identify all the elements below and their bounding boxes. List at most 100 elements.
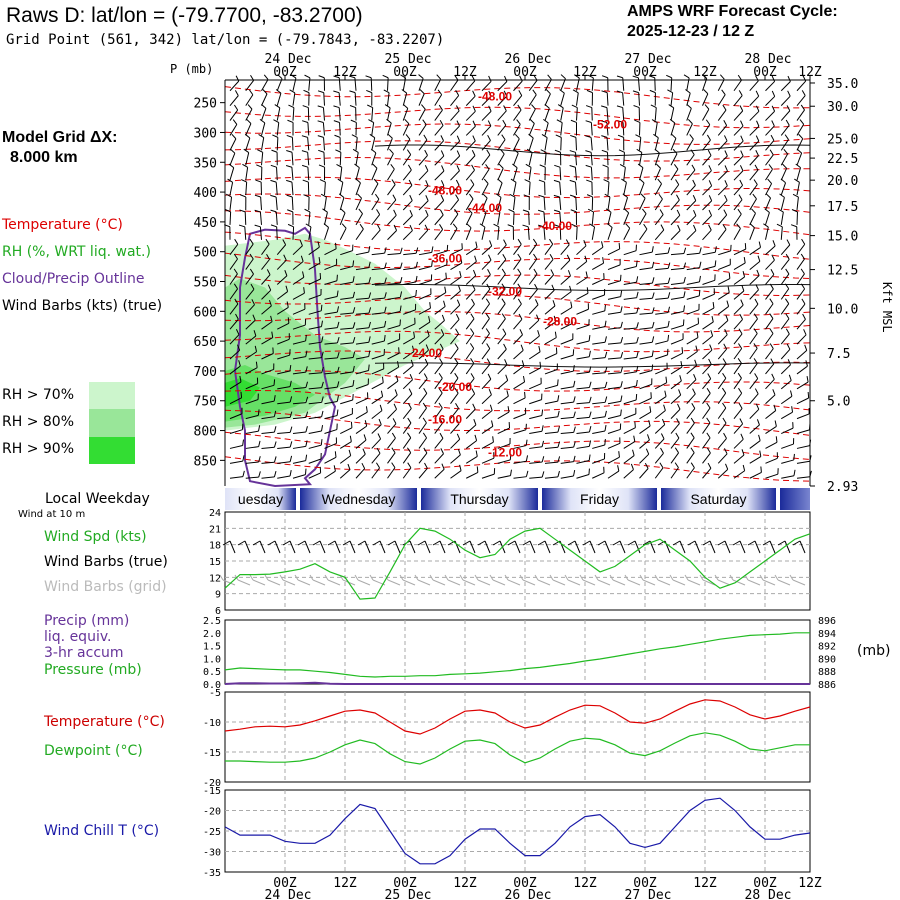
wind-barb-shaft [576,416,590,420]
wind-barb-shaft [450,170,460,181]
wind-barb-shaft [796,429,810,435]
wind-barb-shaft [371,382,384,390]
wind-barb-shaft [322,122,325,136]
wind-barb-flag [807,391,810,399]
isotherm-label: -12.00 [488,445,522,459]
wind-barb-shaft [450,423,460,434]
wind-barb-shaft [655,382,667,390]
wind-barb-shaft [560,446,574,449]
wind-barb-shaft [434,170,445,181]
wind-barb-shaft [260,196,262,211]
wind-barb-shaft [576,292,589,300]
wind-barb-shaft [355,182,361,196]
wind-barb-shaft [686,365,697,375]
wind-barb-shaft [749,80,759,92]
wind-barb-flag [539,361,542,368]
barb-true [619,540,626,554]
wind-barb-shaft [229,413,243,420]
wind-barb-flag [701,74,708,79]
wind-barb-shaft [655,282,669,285]
wind-barb-shaft [434,250,448,256]
bottom-date-label: 25 Dec [385,888,432,900]
wind-barb-shaft [528,258,538,270]
wind-barb-flag [680,361,683,368]
wind-barb-shaft [528,319,540,330]
pressure-tick-label: 886 [818,680,836,691]
wind-barb-shaft [528,152,533,166]
wind-barb-flag [349,435,352,442]
wind-barb-flag [770,269,775,275]
legend-cloud: Cloud/Precip Outline [2,271,145,287]
wind-barb-shaft [749,212,756,226]
wind-barb-flag [601,105,608,109]
barb-true [394,540,401,554]
wind-barb-shaft [654,438,665,449]
wind-barb-flag [689,134,694,140]
barb-true-flag [597,540,606,546]
wind-barb-shaft [245,461,259,464]
wind-barb-flag [317,90,324,94]
wind-barb-shaft [481,473,495,479]
wind-barb-flag [633,435,636,442]
bottom-time-tick-label: 00Z [753,876,777,891]
barb-grid [492,579,506,586]
wind-barb-flag [302,271,305,278]
wind-barb-shaft [513,476,527,479]
wind-barb-shaft [702,185,713,196]
wind-barb-shaft [670,310,684,315]
wind-barb-shaft [702,200,713,211]
wind-barb-shaft [702,279,715,285]
wind-barb-flag [368,277,371,284]
wind-barb-flag [242,163,248,168]
wind-barb-shaft [450,140,461,151]
isotherm-line [224,252,811,279]
wind-barb-shaft [513,460,527,464]
wind-barb-flag [769,149,774,156]
wind-barb-shaft [749,95,760,106]
wind-barb-shaft [606,122,609,136]
barb-grid [567,579,581,586]
wind-barb-shaft [450,199,459,211]
day-tuesday: uesday [225,488,296,510]
wind-barb-shaft [733,79,742,92]
wind-barb-shaft [402,422,412,434]
wind-barb-flag [488,389,492,395]
wind-barb-shaft [639,282,653,285]
kft-tick-label: 10.0 [827,302,858,317]
wind-barb-shaft [465,213,473,226]
kft-tick-label: 2.93 [827,480,858,495]
wind-barb-flag [277,74,283,80]
wind-barb-shaft [434,94,443,106]
wind-barb-shaft [780,226,783,240]
barb-grid [612,579,626,586]
wind-barb-flag [472,90,476,97]
wind-barb-shaft [749,140,760,151]
wind-barb-shaft [575,152,577,166]
wind-barb-shaft [590,167,593,181]
barb-grid [387,579,401,586]
wind-barb-flag [712,302,715,309]
wind-barb-flag [336,395,339,402]
wind-barb-shaft [292,431,306,435]
day-thursday: Thursday [421,488,538,510]
wind-barb-shaft [355,297,369,300]
wind-barb-shaft [291,137,294,151]
wind-barb-flag [771,254,775,261]
wind-barb-flag [585,271,588,278]
wind-barb-shaft [702,452,711,464]
wind-barb-flag [769,328,774,334]
wind-barb-flag [643,223,648,230]
wind-barb-flag [498,163,504,169]
barb-grid-flag [519,574,524,581]
wind-barb-shaft [702,108,710,121]
wind-barb-flag [368,336,371,343]
barb-grid [747,579,761,586]
wind-barb-flag [636,365,639,372]
wind-barb-flag [365,406,368,413]
wind-barb-flag [466,223,472,229]
wind-barb-flag [284,270,288,276]
isotherm-line [224,370,811,392]
wind-barb-flag [676,209,681,216]
wind-barb-shaft [528,351,541,360]
wind-barb-shaft [497,318,506,330]
